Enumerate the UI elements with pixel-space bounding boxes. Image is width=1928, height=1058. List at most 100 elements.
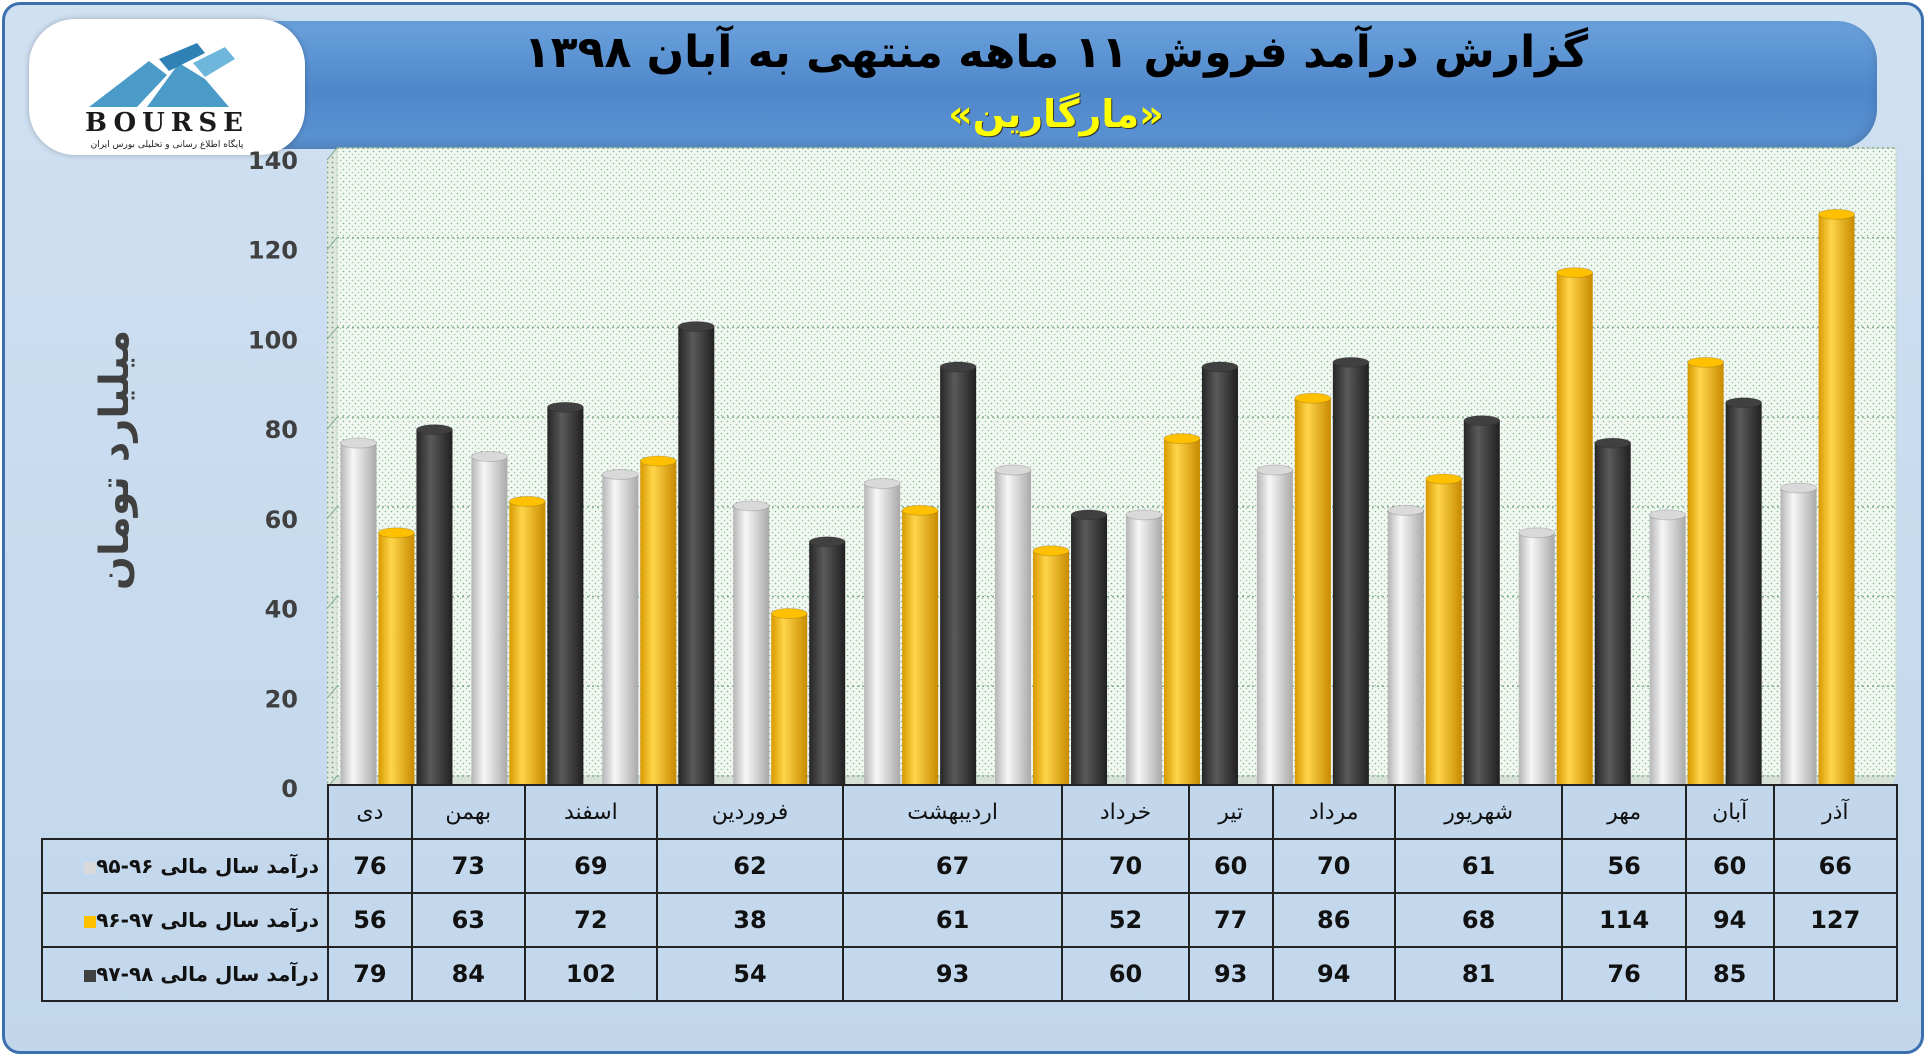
bar-body	[1556, 272, 1593, 787]
bar-body	[733, 505, 770, 786]
logo-text: BOURSE	[85, 108, 249, 138]
bar-body	[471, 456, 508, 786]
table-row: درآمد سال مالی ۹۶-۹۵ 76 73 69 62 67 70 60 70 61 56…	[41, 838, 1899, 894]
y-tick-label: 140	[248, 147, 298, 175]
bar-cap	[1125, 509, 1163, 521]
gridline-wall	[326, 596, 338, 609]
value-cell: 76	[327, 838, 413, 894]
bar-1-8	[1256, 464, 1294, 791]
bar-cap	[939, 361, 977, 373]
bar-3-1	[415, 424, 453, 791]
bar-cap	[415, 424, 453, 436]
bar-cap	[1070, 509, 1108, 521]
bar-body	[995, 470, 1032, 786]
bar-2-4	[770, 608, 808, 791]
y-tick-label: 20	[265, 685, 298, 713]
bar-cap	[639, 455, 677, 467]
value-cell: 61	[1393, 838, 1564, 894]
bar-1-2	[470, 451, 508, 791]
category-label: تیر	[1187, 784, 1274, 840]
y-tick-label: 120	[248, 237, 298, 265]
y-tick-label: 40	[265, 596, 298, 624]
value-cell: 85	[1684, 946, 1775, 1002]
bar-cap	[377, 527, 415, 539]
value-cell: 73	[410, 838, 526, 894]
side-wall	[327, 148, 337, 788]
category-label: مرداد	[1271, 784, 1396, 840]
bar-cap	[1463, 415, 1501, 427]
bar-cap	[994, 464, 1032, 476]
bar-3-11	[1725, 397, 1763, 791]
table-header-row: دی بهمن اسفند فروردین اردیبهشت خرداد تیر مرداد ش…	[42, 784, 1899, 840]
value-cell: 56	[1561, 838, 1687, 894]
bar-body	[1725, 402, 1762, 786]
category-label: شهریور	[1393, 784, 1564, 840]
bar-cap	[1518, 527, 1556, 539]
bar-body	[340, 443, 377, 786]
bar-body	[1649, 514, 1686, 786]
bar-cap	[1032, 545, 1070, 557]
bar-1-11	[1649, 509, 1687, 791]
value-cell: 77	[1187, 892, 1274, 948]
category-label: فروردین	[656, 784, 844, 840]
bar-cap	[470, 451, 508, 463]
y-tick-label: 100	[248, 326, 298, 354]
table-corner	[42, 785, 329, 839]
bar-1-4	[732, 500, 770, 791]
value-cell: 70	[1061, 838, 1190, 894]
bar-2-7	[1163, 433, 1201, 791]
bar-body	[1256, 470, 1293, 786]
bar-cap	[601, 468, 639, 480]
bar-2-11	[1687, 356, 1725, 791]
bar-cap	[1201, 361, 1239, 373]
series-name: درآمد سال مالی ۹۶-۹۵	[96, 854, 319, 878]
value-cell: 94	[1271, 946, 1396, 1002]
y-axis-label: میلیارد تومان	[92, 330, 138, 590]
bar-cap	[1594, 437, 1632, 449]
table-row: درآمد سال مالی ۹۸-۹۷ 79 84 102 54 93 60 93 94 81 7…	[41, 946, 1899, 1002]
bar-3-9	[1463, 415, 1501, 791]
bar-body	[509, 501, 546, 786]
bar-body	[1594, 443, 1631, 786]
legend-swatch	[84, 915, 97, 928]
bar-1-5	[863, 477, 901, 791]
value-cell: 63	[410, 892, 526, 948]
bar-cap	[1649, 509, 1687, 521]
bar-body	[1332, 362, 1369, 786]
value-cell: 54	[656, 946, 844, 1002]
bar-cap	[1687, 356, 1725, 368]
value-cell: 70	[1271, 838, 1396, 894]
value-cell: 67	[841, 838, 1064, 894]
value-cell: 69	[523, 838, 659, 894]
bar-body	[602, 474, 639, 786]
value-cell: 93	[841, 946, 1064, 1002]
bar-1-6	[994, 464, 1032, 791]
gridline-wall	[326, 506, 338, 520]
bar-cap	[1818, 208, 1856, 220]
bar-body	[547, 407, 584, 786]
value-cell: 38	[656, 892, 844, 948]
bar-body	[1071, 514, 1108, 786]
legend-swatch	[84, 969, 97, 982]
value-cell: 61	[841, 892, 1064, 948]
category-label: دی	[327, 784, 413, 840]
data-table: دی بهمن اسفند فروردین اردیبهشت خرداد تیر مرداد ش…	[41, 784, 1899, 1002]
bars	[339, 208, 1856, 791]
gridline-wall	[326, 237, 338, 251]
category-label: بهمن	[410, 784, 526, 840]
bar-body	[809, 541, 846, 786]
bar-3-6	[1070, 509, 1108, 791]
bar-body	[1518, 532, 1555, 786]
value-cell: 60	[1187, 838, 1274, 894]
bar-3-8	[1332, 356, 1370, 791]
bar-cap	[546, 401, 584, 413]
bar-3-4	[808, 536, 846, 791]
bar-body	[678, 326, 715, 786]
bar-body	[416, 429, 453, 786]
bar-body	[1201, 366, 1238, 786]
value-cell: 52	[1061, 892, 1190, 948]
chart-title: گزارش درآمد فروش ۱۱ ماهه منتهی به آبان ۱…	[523, 27, 1589, 78]
bar-2-12	[1818, 208, 1856, 791]
